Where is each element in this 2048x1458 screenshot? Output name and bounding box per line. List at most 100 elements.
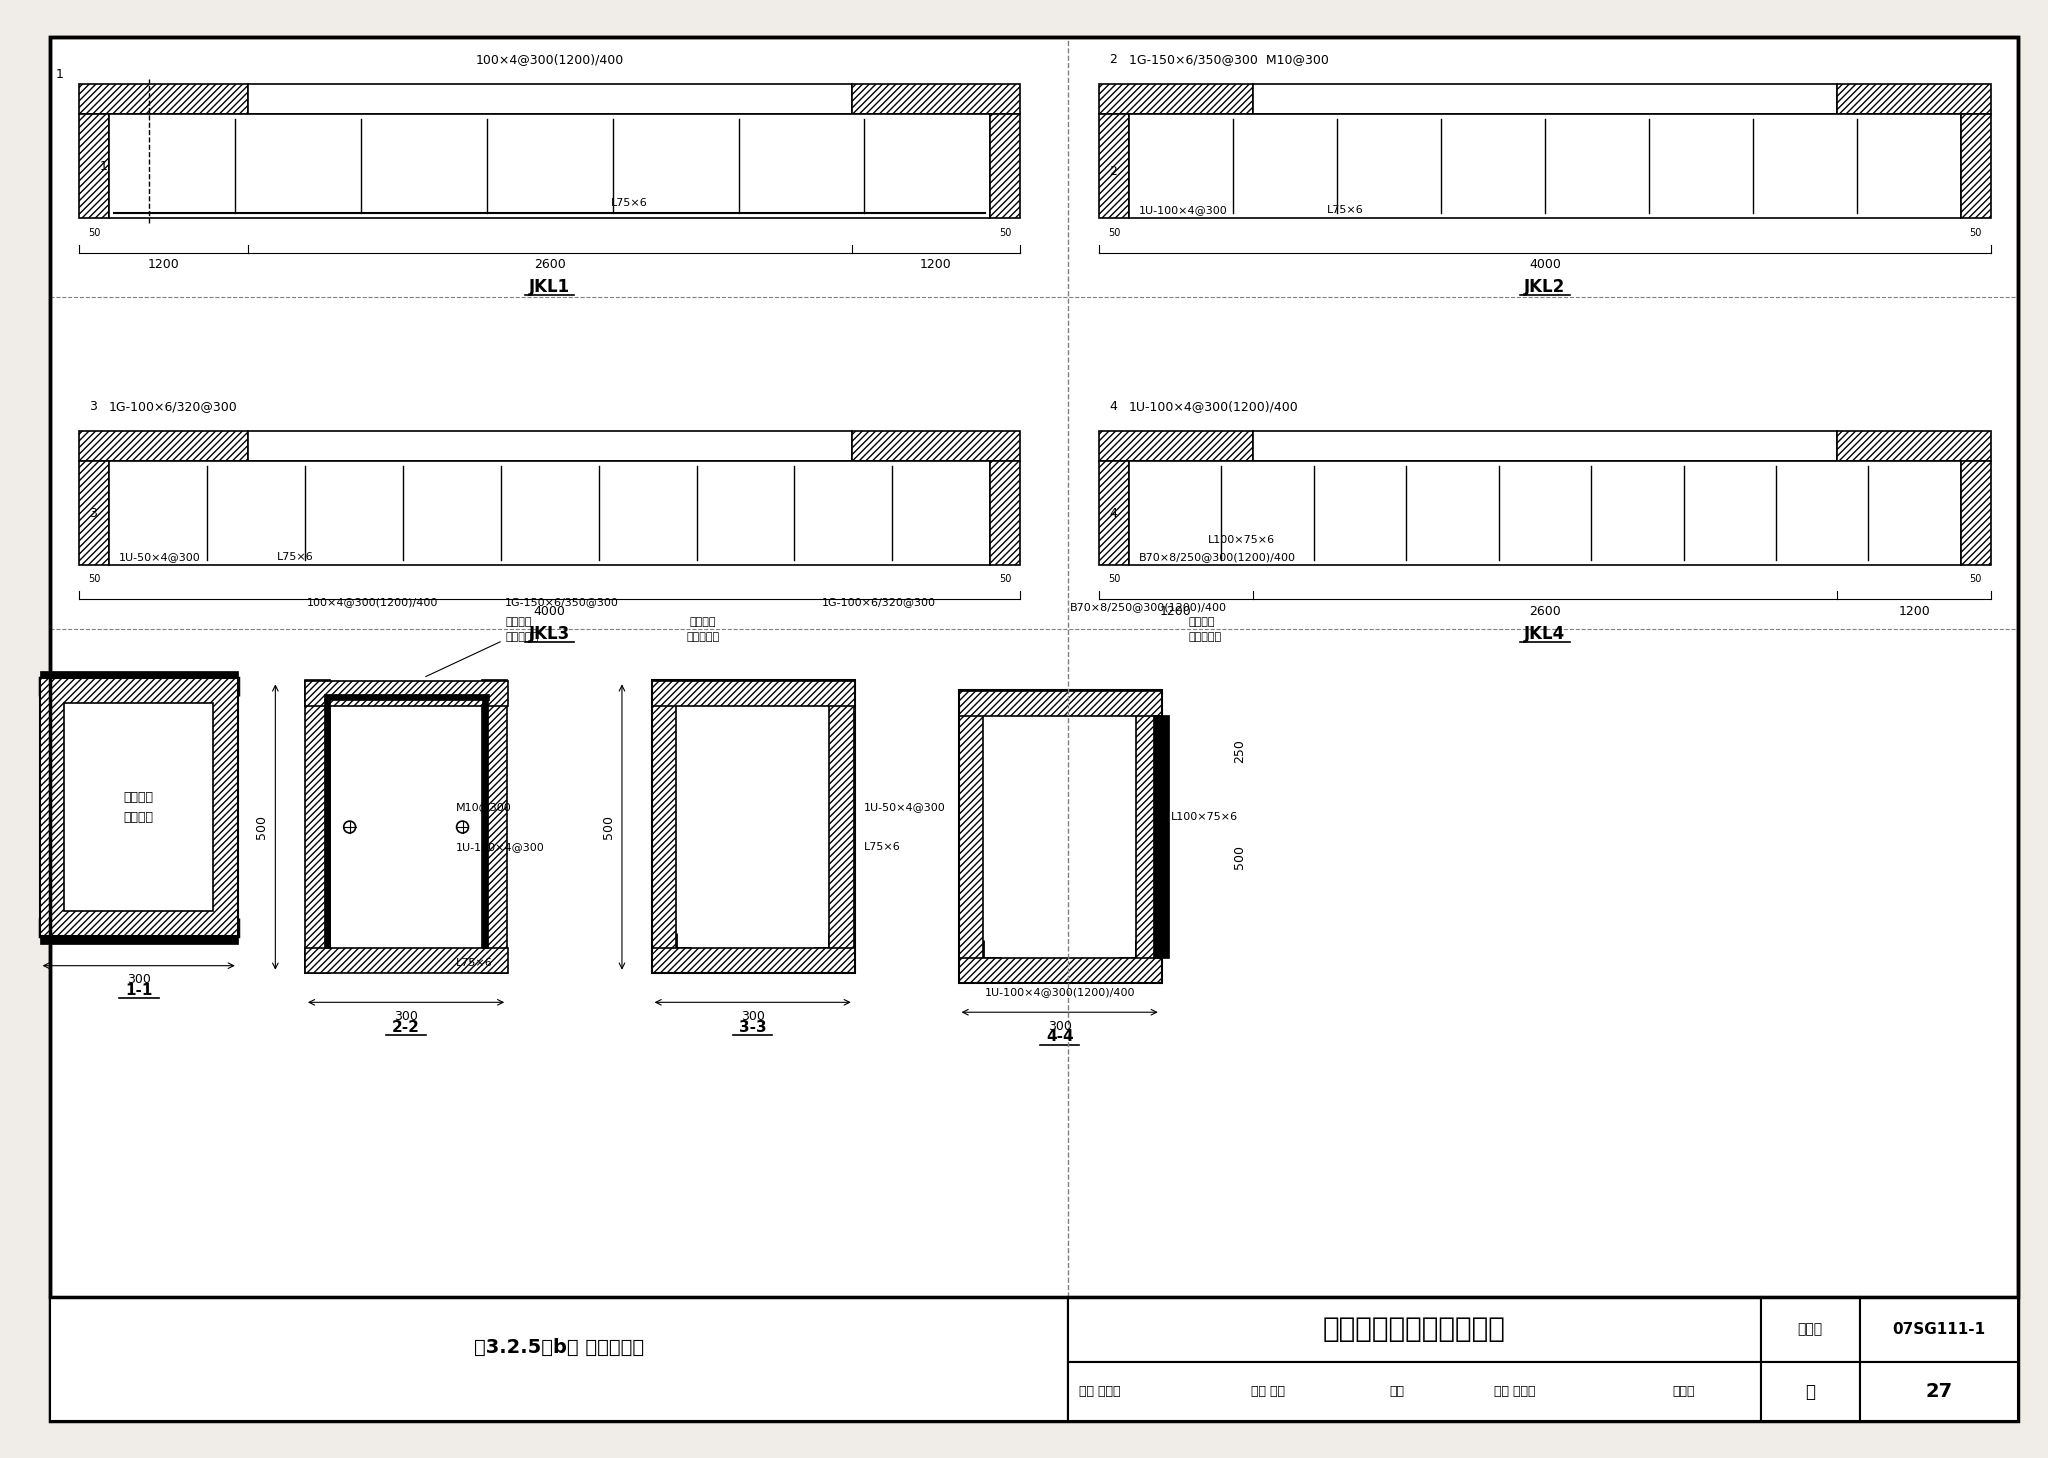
Bar	[324, 700, 330, 948]
Text: 500: 500	[1233, 844, 1247, 869]
Text: 1U-100×4@300(1200)/400: 1U-100×4@300(1200)/400	[985, 987, 1135, 997]
Bar	[483, 700, 487, 948]
Text: 4000: 4000	[535, 605, 565, 618]
Text: 50: 50	[1970, 227, 1982, 238]
Bar	[305, 948, 508, 972]
Text: 钢垫板由: 钢垫板由	[1188, 617, 1214, 627]
Text: L100×75×6: L100×75×6	[1208, 535, 1276, 545]
Bar	[1067, 1362, 1761, 1422]
Bar	[958, 958, 1161, 983]
Text: 100×4@300(1200)/400: 100×4@300(1200)/400	[307, 598, 438, 607]
Text: 300: 300	[127, 972, 152, 986]
Bar	[49, 1298, 1067, 1422]
Text: 50: 50	[999, 227, 1012, 238]
Text: 2-2: 2-2	[391, 1019, 420, 1035]
Bar	[1837, 85, 1991, 114]
Text: 设计 王平山: 设计 王平山	[1495, 1385, 1536, 1398]
Text: M10@300: M10@300	[455, 802, 512, 812]
Text: 50: 50	[1108, 227, 1120, 238]
Text: 07SG111-1: 07SG111-1	[1892, 1321, 1987, 1337]
Text: 3-3: 3-3	[739, 1019, 766, 1035]
Bar	[305, 681, 330, 972]
Text: 50: 50	[1970, 574, 1982, 585]
Text: 具体工程定: 具体工程定	[1188, 631, 1221, 642]
Text: 300: 300	[1049, 1019, 1071, 1032]
Bar	[651, 948, 854, 972]
Text: 1200: 1200	[147, 258, 180, 271]
Text: L100×75×6: L100×75×6	[1171, 812, 1237, 822]
Bar	[651, 681, 854, 706]
Bar	[305, 681, 508, 706]
Text: 400: 400	[0, 795, 2, 819]
Text: 环氧树脂: 环氧树脂	[123, 790, 154, 803]
Text: 页: 页	[1806, 1382, 1815, 1401]
Text: 100×4@300(1200)/400: 100×4@300(1200)/400	[475, 52, 625, 66]
Text: 钢垫板由: 钢垫板由	[690, 617, 717, 627]
Text: L75×6: L75×6	[455, 958, 492, 968]
Text: 图3.2.5（b） 截面示意图: 图3.2.5（b） 截面示意图	[473, 1337, 643, 1356]
Text: 1200: 1200	[1898, 605, 1929, 618]
Bar	[651, 681, 854, 972]
Text: JKL2: JKL2	[1524, 278, 1565, 296]
Text: 27: 27	[1925, 1382, 1952, 1401]
Text: JKL3: JKL3	[528, 625, 569, 643]
Bar	[1860, 1362, 2017, 1422]
Bar	[1128, 114, 1960, 219]
Bar	[80, 85, 248, 114]
Text: 4000: 4000	[1530, 258, 1561, 271]
Text: 50: 50	[88, 227, 100, 238]
Bar	[483, 681, 508, 972]
Bar	[80, 432, 248, 461]
Bar	[1960, 461, 1991, 564]
Text: B70×8/250@300(1200)/400: B70×8/250@300(1200)/400	[1139, 551, 1296, 561]
Text: 1U-50×4@300: 1U-50×4@300	[119, 551, 201, 561]
Text: 50: 50	[88, 574, 100, 585]
Text: 4: 4	[1110, 399, 1116, 413]
Text: 审核 李亚明: 审核 李亚明	[1079, 1385, 1120, 1398]
Bar	[1100, 432, 1253, 461]
Text: L75×6: L75×6	[610, 198, 647, 208]
Bar	[39, 936, 238, 943]
Text: 2: 2	[1110, 165, 1116, 178]
Bar	[1761, 1298, 1860, 1362]
Bar	[39, 671, 238, 678]
Text: 4: 4	[1110, 506, 1116, 519]
Bar	[1837, 432, 1991, 461]
Text: 3: 3	[90, 399, 96, 413]
Text: 300: 300	[741, 1010, 764, 1022]
Bar	[109, 114, 991, 219]
Text: 1G-100×6/320@300: 1G-100×6/320@300	[821, 598, 936, 607]
Text: 1200: 1200	[920, 258, 952, 271]
Bar	[109, 461, 991, 564]
Bar	[991, 461, 1020, 564]
Bar	[1860, 1298, 2017, 1362]
Text: L75×6: L75×6	[864, 841, 901, 851]
Text: 50: 50	[999, 574, 1012, 585]
Text: B70×8/250@300(1200)/400: B70×8/250@300(1200)/400	[1069, 602, 1227, 612]
Bar	[80, 461, 109, 564]
Bar	[991, 114, 1020, 219]
Text: 1G-100×6/320@300: 1G-100×6/320@300	[109, 399, 238, 413]
Bar	[248, 85, 852, 114]
Text: 1U-100×4@300: 1U-100×4@300	[1139, 206, 1227, 216]
Bar	[1100, 114, 1128, 219]
Text: 1G-150×6/350@300: 1G-150×6/350@300	[506, 598, 618, 607]
Bar	[852, 85, 1020, 114]
Bar	[1153, 714, 1169, 958]
Text: 500: 500	[256, 815, 268, 838]
Text: 1: 1	[55, 69, 63, 80]
Bar	[1100, 85, 1253, 114]
Text: 1U-100×4@300: 1U-100×4@300	[455, 841, 545, 851]
Text: 1-1: 1-1	[125, 983, 152, 997]
Text: 250: 250	[1233, 739, 1247, 763]
Text: 2600: 2600	[535, 258, 565, 271]
Text: 2: 2	[1110, 52, 1116, 66]
Text: 具体工程定: 具体工程定	[686, 631, 719, 642]
Text: 1G-150×6/350@300  M10@300: 1G-150×6/350@300 M10@300	[1128, 52, 1329, 66]
Text: 2600: 2600	[1530, 605, 1561, 618]
Bar	[63, 703, 213, 911]
Bar	[324, 694, 489, 700]
Text: L75×6: L75×6	[1327, 206, 1364, 216]
Text: L75×6: L75×6	[276, 551, 313, 561]
Bar	[852, 432, 1020, 461]
